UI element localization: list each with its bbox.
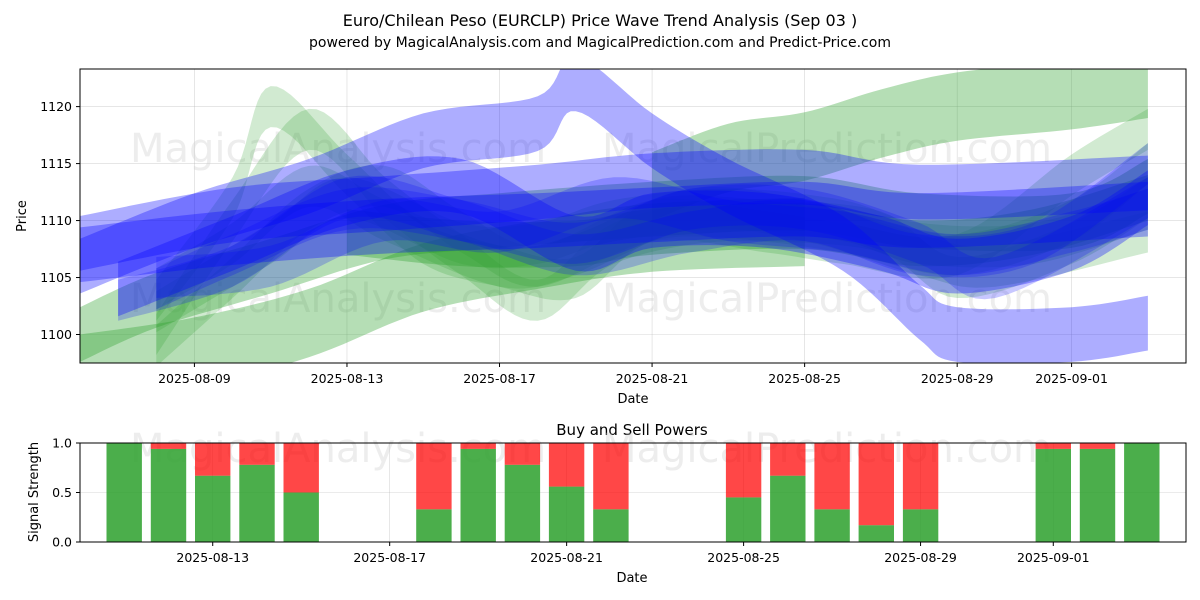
price-band-green-8 [156, 165, 1148, 310]
price-x-tick-label-3: 2025-08-21 [616, 371, 689, 386]
buy-bar-17 [1124, 443, 1160, 542]
power-x-ticks: 2025-08-13 2025-08-17 2025-08-21 2025-08-25… [176, 542, 1090, 565]
power-x-tick-label-2: 2025-08-21 [530, 550, 603, 565]
price-band-blue-14 [156, 177, 1148, 298]
watermark-top-left: MagicalAnalysis.com [130, 126, 546, 172]
buy-bar-7 [504, 464, 541, 542]
price-x-label: Date [617, 392, 648, 407]
sell-bar-2 [195, 443, 231, 476]
watermark-mid-left: MagicalAnalysis.com [130, 276, 546, 322]
power-x-tick-label-1: 2025-08-17 [353, 550, 426, 565]
price-y-tick-label-4: 1120 [40, 99, 72, 114]
sell-bar-8 [548, 443, 585, 487]
price-band-green-6 [156, 108, 1148, 363]
price-y-tick-label-3: 1115 [40, 156, 72, 171]
buy-bar-14 [902, 509, 939, 542]
buy-bar-6 [460, 448, 496, 542]
buy-bar-5 [416, 509, 452, 542]
sell-bar-5 [416, 443, 452, 510]
power-y-tick-label-1: 0.5 [52, 485, 72, 500]
price-x-tick-label-1: 2025-08-13 [311, 371, 384, 386]
price-x-tick-label-6: 2025-09-01 [1035, 371, 1108, 386]
price-grid [80, 69, 1186, 363]
power-x-tick-label-5: 2025-09-01 [1017, 550, 1090, 565]
price-band-blue-9 [80, 149, 1148, 271]
power-x-tick-label-4: 2025-08-29 [884, 550, 957, 565]
power-bars [106, 443, 1160, 542]
power-y-tick-label-0: 0.0 [52, 535, 72, 550]
price-band-green-2 [652, 69, 1148, 221]
sell-bar-6 [460, 443, 496, 449]
sell-bar-10 [725, 443, 762, 498]
price-x-tick-label-0: 2025-08-09 [158, 371, 231, 386]
price-y-tick-label-1: 1105 [40, 270, 72, 285]
price-band-green-4 [156, 86, 1148, 321]
sell-bar-16 [1079, 443, 1116, 449]
buy-bar-11 [770, 475, 806, 542]
buy-bar-13 [858, 525, 894, 542]
price-band-green-7 [156, 177, 1148, 333]
price-band-blue-13 [156, 177, 1148, 310]
price-wave-bands [80, 69, 1148, 363]
power-x-label: Date [616, 571, 647, 586]
price-band-blue-15 [118, 143, 1148, 321]
buy-bar-4 [283, 492, 319, 542]
sell-bar-15 [1035, 443, 1071, 449]
price-bands-clipped [80, 69, 1148, 363]
price-y-tick-label-0: 1100 [40, 327, 72, 342]
price-band-green-3 [347, 175, 1148, 268]
price-plot-area [80, 69, 1186, 363]
price-chart: MagicalAnalysis.com MagicalPrediction.co… [15, 68, 1187, 407]
price-x-tick-label-4: 2025-08-25 [768, 371, 841, 386]
power-y-label: Signal Strength [27, 442, 42, 542]
sell-bar-3 [239, 443, 275, 465]
buy-bar-9 [593, 509, 629, 542]
price-band-blue-10 [80, 69, 1148, 363]
sell-bar-4 [283, 443, 319, 493]
price-x-tick-label-5: 2025-08-29 [921, 371, 994, 386]
price-band-green-0 [80, 159, 1148, 362]
buy-bar-8 [548, 486, 585, 542]
sell-bar-1 [150, 443, 187, 449]
price-band-blue-11 [80, 181, 1148, 283]
buy-bar-10 [725, 497, 762, 542]
buy-bar-3 [239, 464, 275, 542]
power-x-tick-label-3: 2025-08-25 [707, 550, 780, 565]
power-x-tick-label-0: 2025-08-13 [176, 550, 249, 565]
sell-bar-11 [770, 443, 806, 476]
power-chart: Buy and Sell Powers MagicalAnalysis.com … [27, 421, 1187, 586]
chart-subtitle: powered by MagicalAnalysis.com and Magic… [309, 35, 891, 51]
buy-bar-0 [106, 443, 142, 542]
watermark-mid-right: MagicalPrediction.com [602, 276, 1052, 322]
power-y-ticks: 0.0 0.5 1.0 [52, 436, 80, 550]
sell-bar-9 [593, 443, 629, 510]
sell-bar-14 [902, 443, 939, 510]
price-x-tick-label-2: 2025-08-17 [463, 371, 536, 386]
price-y-label: Price [15, 200, 30, 232]
sell-bar-7 [504, 443, 541, 465]
power-title: Buy and Sell Powers [556, 421, 708, 439]
buy-bar-12 [814, 509, 850, 542]
chart-title: Euro/Chilean Peso (EURCLP) Price Wave Tr… [343, 11, 857, 30]
sell-bar-12 [814, 443, 850, 510]
buy-bar-15 [1035, 448, 1071, 542]
price-x-ticks: 2025-08-09 2025-08-13 2025-08-17 2025-08-21… [158, 363, 1108, 386]
watermark-top-right: MagicalPrediction.com [602, 126, 1052, 172]
price-y-tick-label-2: 1110 [40, 213, 72, 228]
price-band-green-1 [80, 197, 805, 363]
sell-bar-13 [858, 443, 894, 526]
buy-bar-16 [1079, 448, 1116, 542]
price-band-green-5 [156, 108, 1148, 356]
buy-bar-1 [150, 448, 187, 542]
price-plot-frame [79, 68, 1187, 364]
buy-bar-2 [195, 475, 231, 542]
power-y-tick-label-2: 1.0 [52, 436, 72, 451]
price-band-blue-12 [118, 156, 1148, 317]
price-y-ticks: 1100 1105 1110 1115 1120 [40, 99, 80, 342]
